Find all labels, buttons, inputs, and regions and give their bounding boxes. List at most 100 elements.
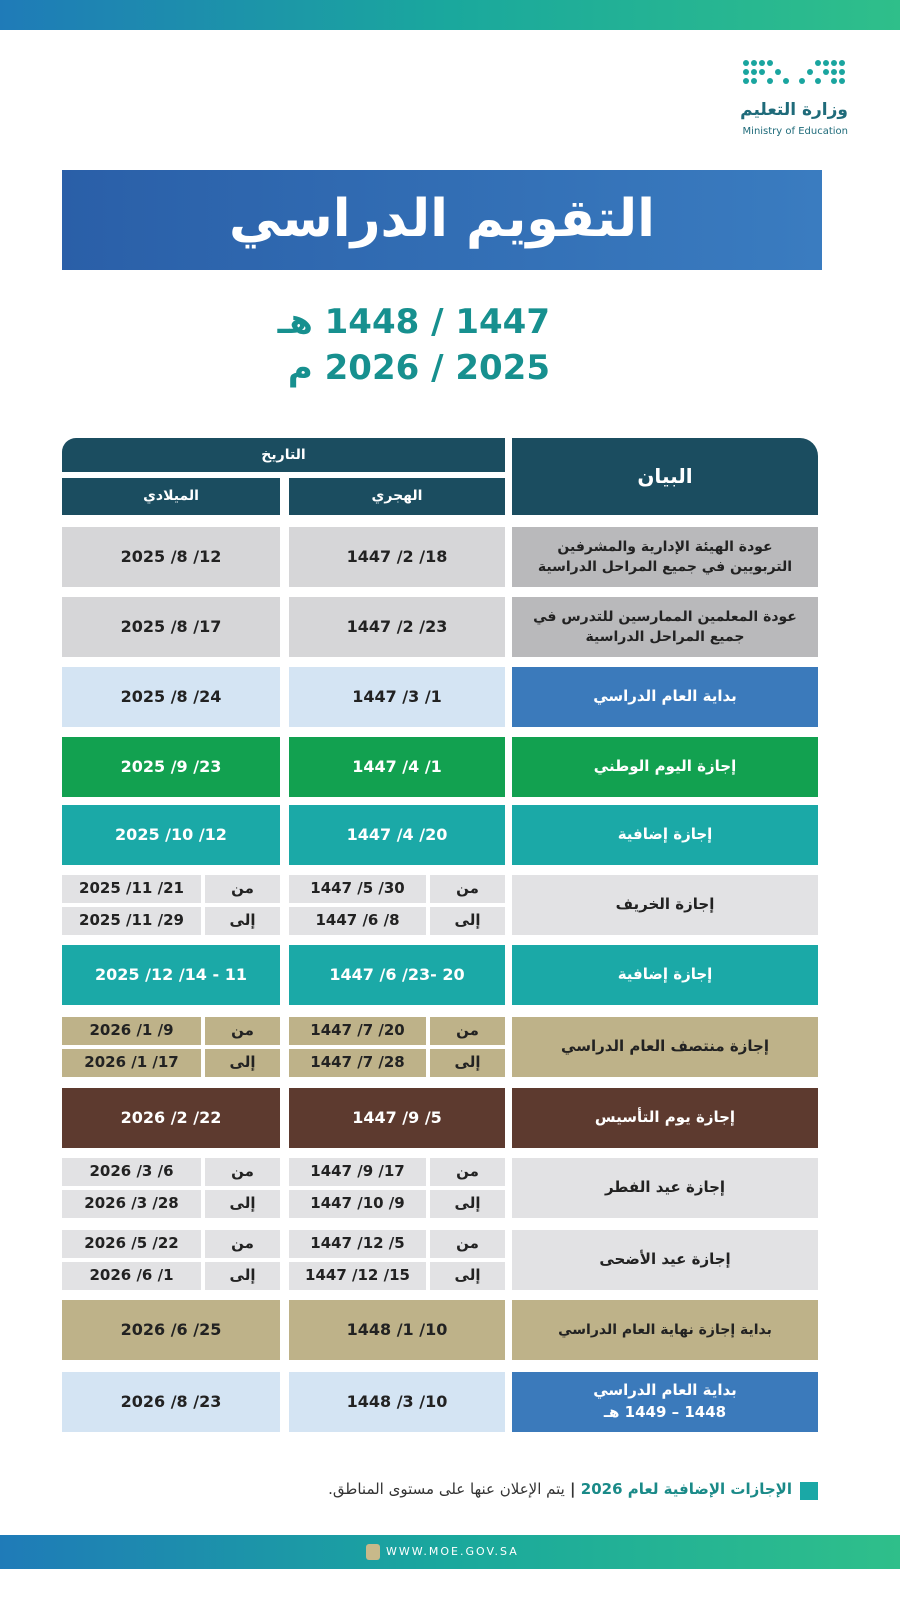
range-label: إلى [430, 907, 505, 935]
label-text: بداية العام الدراسي [593, 687, 737, 706]
gregorian-date: 2025 /9 /23 [62, 737, 280, 797]
note-text: يتم الإعلان عنها على مستوى المناطق. [328, 1480, 565, 1498]
title: التقويم الدراسي [229, 189, 655, 250]
label-text: إجازة إضافية [617, 965, 713, 984]
ministry-en: Ministry of Education [742, 126, 848, 137]
row-label: إجازة عيد الأضحى [512, 1230, 818, 1290]
gregorian-date: 2025 /11 /29 [62, 907, 201, 935]
range-label: من [430, 1230, 505, 1258]
label-text: عودة الهيئة الإدارية والمشرفين التربويين… [537, 538, 793, 575]
range-label: إلى [205, 1049, 280, 1077]
top-bar [0, 0, 900, 30]
gregorian-date: 2026 /1 /9 [62, 1017, 201, 1045]
gregorian-date: 2025 /11 /21 [62, 875, 201, 903]
hijri-date: 1448 /3 /10 [289, 1372, 505, 1432]
label-text: إجازة منتصف العام الدراسي [561, 1037, 769, 1056]
row-label: عودة الهيئة الإدارية والمشرفين التربويين… [512, 527, 818, 587]
row-label: إجازة عيد الفطر [512, 1158, 818, 1218]
range-label: من [205, 1230, 280, 1258]
hijri-date: 1447 /9 /5 [289, 1088, 505, 1148]
header-text: التاريخ [261, 446, 306, 463]
label-text: بداية العام الدراسي [593, 1381, 737, 1400]
range-label: من [205, 875, 280, 903]
range-label: من [430, 1017, 505, 1045]
range-label: إلى [205, 1262, 280, 1290]
label-text: إجازة إضافية [617, 825, 713, 844]
row-label: إجازة منتصف العام الدراسي [512, 1017, 818, 1077]
header-text: البيان [637, 464, 693, 488]
hijri-date: 1447 /12 /15 [289, 1262, 426, 1290]
hijri-date: 1447 /5 /30 [289, 875, 426, 903]
gregorian-date: 2026 /6 /25 [62, 1300, 280, 1360]
label-text: عودة المعلمين الممارسين للتدرس في جميع ا… [533, 608, 797, 645]
hijri-date: 1447 /6 /8 [289, 907, 426, 935]
gregorian-date: 2026 /3 /6 [62, 1158, 201, 1186]
title-banner: التقويم الدراسي [62, 170, 822, 270]
hijri-date: 1447 /7 /28 [289, 1049, 426, 1077]
header-date: التاريخ [62, 438, 505, 472]
note-square [800, 1482, 818, 1500]
hijri-date: 1447 /3 /1 [289, 667, 505, 727]
label-text: إجازة عيد الفطر [604, 1178, 726, 1197]
logo-dots [743, 60, 845, 84]
hijri-date: 1447 /4 /1 [289, 737, 505, 797]
row-label: إجازة يوم التأسيس [512, 1088, 818, 1148]
label-text: إجازة اليوم الوطني [593, 757, 737, 776]
hijri-date: 1447 /10 /9 [289, 1190, 426, 1218]
label-note: 1448 – 1449 هـ [603, 1403, 727, 1421]
gregorian-date: 2026 /6 /1 [62, 1262, 201, 1290]
range-label: إلى [430, 1190, 505, 1218]
hijri-date: 1447 /12 /5 [289, 1230, 426, 1258]
note-bold: الإجازات الإضافية لعام 2026 [580, 1480, 792, 1498]
site-icon [366, 1544, 380, 1560]
gregorian-date: 2026 /8 /23 [62, 1372, 280, 1432]
gregorian-date: 2025 /10 /12 [62, 805, 280, 865]
row-label: عودة المعلمين الممارسين للتدرس في جميع ا… [512, 597, 818, 657]
row-label: إجازة إضافية [512, 945, 818, 1005]
row-label: إجازة إضافية [512, 805, 818, 865]
range-label: من [430, 1158, 505, 1186]
year-gregorian: 2025 / 2026 م [287, 348, 550, 388]
gregorian-date: 2026 /3 /28 [62, 1190, 201, 1218]
gregorian-date: 2026 /5 /22 [62, 1230, 201, 1258]
label-text: بداية إجازة نهاية العام الدراسي [558, 1321, 772, 1338]
range-label: إلى [205, 907, 280, 935]
website: WWW.MOE.GOV.SA [386, 1545, 519, 1558]
bottom-bar [0, 1535, 900, 1569]
row-label: بداية العام الدراسي [512, 667, 818, 727]
footer-note: الإجازات الإضافية لعام 2026 | يتم الإعلا… [328, 1480, 792, 1498]
range-label: من [205, 1017, 280, 1045]
range-label: من [205, 1158, 280, 1186]
header-text: الميلادي [143, 488, 199, 505]
row-label: بداية إجازة نهاية العام الدراسي [512, 1300, 818, 1360]
gregorian-date: 2026 /1 /17 [62, 1049, 201, 1077]
header-statement: البيان [512, 438, 818, 515]
header-text: الهجري [371, 488, 423, 505]
label-text: إجازة الخريف [615, 895, 715, 914]
row-label: إجازة اليوم الوطني [512, 737, 818, 797]
range-label: إلى [430, 1262, 505, 1290]
label-text: إجازة يوم التأسيس [594, 1108, 736, 1127]
header-hijri: الهجري [289, 478, 505, 515]
hijri-date: 1447 /2 /23 [289, 597, 505, 657]
range-label: إلى [430, 1049, 505, 1077]
gregorian-date: 2025 /8 /12 [62, 527, 280, 587]
hijri-date: 1447 /9 /17 [289, 1158, 426, 1186]
range-label: من [430, 875, 505, 903]
label-text: إجازة عيد الأضحى [599, 1250, 731, 1269]
ministry-ar: وزارة التعليم [740, 100, 848, 120]
year-hijri: 1447 / 1448 هـ [277, 302, 550, 342]
gregorian-date: 2025 /8 /17 [62, 597, 280, 657]
gregorian-date: 2025 /12 /14 - 11 [62, 945, 280, 1005]
hijri-date: 1447 /7 /20 [289, 1017, 426, 1045]
hijri-date: 1447 /6 /23- 20 [289, 945, 505, 1005]
hijri-date: 1447 /2 /18 [289, 527, 505, 587]
gregorian-date: 2025 /8 /24 [62, 667, 280, 727]
gregorian-date: 2026 /2 /22 [62, 1088, 280, 1148]
row-label: بداية العام الدراسي 1448 – 1449 هـ [512, 1372, 818, 1432]
hijri-date: 1447 /4 /20 [289, 805, 505, 865]
hijri-date: 1448 /1 /10 [289, 1300, 505, 1360]
row-label: إجازة الخريف [512, 875, 818, 935]
range-label: إلى [205, 1190, 280, 1218]
